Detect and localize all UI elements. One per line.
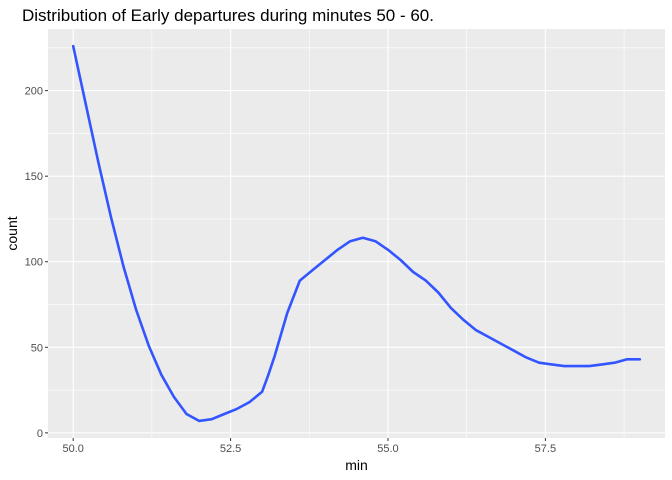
series-layer bbox=[71, 44, 642, 423]
y-axis-title: count bbox=[4, 216, 20, 250]
y-tick-labels: 0 50 100 150 200 bbox=[25, 86, 43, 440]
y-tick-label: 50 bbox=[31, 342, 43, 354]
y-tick-label: 100 bbox=[25, 257, 43, 269]
series-line bbox=[71, 44, 642, 423]
x-tick-labels: 50.0 52.5 55.0 57.5 bbox=[62, 443, 556, 455]
x-tick-label: 57.5 bbox=[535, 443, 556, 455]
major-gridlines bbox=[48, 29, 665, 438]
x-tick-label: 55.0 bbox=[377, 443, 398, 455]
y-tick-label: 200 bbox=[25, 86, 43, 98]
plot-panel bbox=[48, 29, 665, 438]
chart-title: Distribution of Early departures during … bbox=[22, 6, 434, 25]
axis-ticks bbox=[45, 90, 546, 441]
x-tick-label: 52.5 bbox=[220, 443, 241, 455]
x-axis-title: min bbox=[345, 457, 368, 473]
y-tick-label: 0 bbox=[37, 428, 43, 440]
x-tick-label: 50.0 bbox=[62, 443, 83, 455]
minor-gridlines bbox=[48, 29, 665, 438]
y-tick-label: 150 bbox=[25, 171, 43, 183]
